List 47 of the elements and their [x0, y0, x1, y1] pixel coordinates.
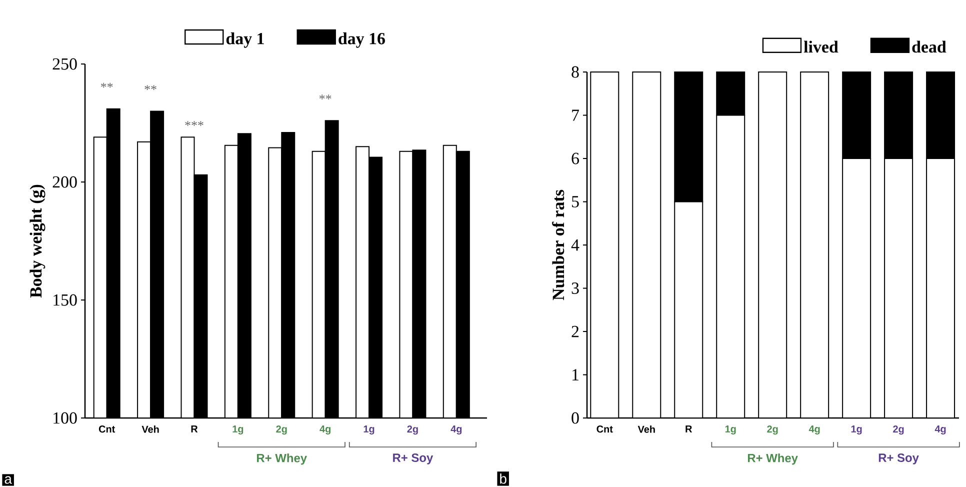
x-tick-label: 4g — [320, 426, 330, 434]
x-tick-label: R — [191, 426, 198, 432]
x-tick-label: 1g — [232, 426, 244, 434]
y-tick-label: 6 — [572, 152, 579, 164]
legend-label: day 1 — [226, 32, 264, 48]
y-tick-label: 1 — [572, 369, 578, 380]
annotation: ** — [144, 85, 156, 90]
x-tick-label: 2g — [893, 426, 904, 435]
y-axis-title: Body weight (g) — [30, 184, 46, 298]
x-tick-label: 2g — [276, 426, 287, 435]
x-tick-label: 2g — [767, 426, 778, 435]
text: R+ Whey — [748, 454, 798, 465]
legend-label: lived — [804, 40, 838, 53]
text: R+ Whey — [257, 454, 307, 465]
legend-label: day 16 — [338, 32, 385, 48]
text: b — [500, 474, 506, 484]
x-tick-label: 1g — [364, 426, 374, 434]
y-tick-label: 2 — [572, 326, 579, 338]
x-tick-label: 1g — [725, 426, 736, 434]
y-tick-label: 7 — [572, 110, 580, 121]
y-tick-label: 8 — [572, 66, 579, 78]
legend-label: dead — [912, 40, 946, 53]
y-tick-label: 0 — [572, 412, 579, 424]
annotation: *** — [185, 121, 204, 126]
x-tick-label: Cnt — [596, 426, 613, 433]
x-tick-label: 1g — [851, 426, 862, 434]
y-tick-label: 3 — [572, 282, 579, 294]
x-tick-label: Cnt — [98, 426, 116, 433]
y-tick-label: 150 — [54, 294, 77, 306]
y-tick-label: 250 — [52, 58, 77, 70]
y-axis-title: Number of rats — [552, 190, 564, 300]
annotation: ** — [100, 82, 113, 88]
x-tick-label: 4g — [450, 426, 462, 434]
x-tick-label: Veh — [142, 426, 159, 433]
text: R+ Soy — [878, 454, 919, 464]
x-tick-label: Veh — [638, 426, 655, 433]
x-tick-label: 4g — [808, 426, 820, 434]
y-tick-label: 4 — [571, 239, 580, 251]
y-tick-label: 200 — [52, 176, 77, 188]
text: R+ Soy — [393, 454, 434, 464]
annotation: ** — [319, 94, 332, 100]
y-tick-label: 5 — [572, 196, 579, 208]
text: a — [4, 476, 12, 484]
x-tick-label: 2g — [407, 426, 418, 435]
x-tick-label: 4g — [934, 426, 946, 434]
y-tick-label: 100 — [54, 412, 77, 424]
x-tick-label: R — [686, 426, 692, 432]
